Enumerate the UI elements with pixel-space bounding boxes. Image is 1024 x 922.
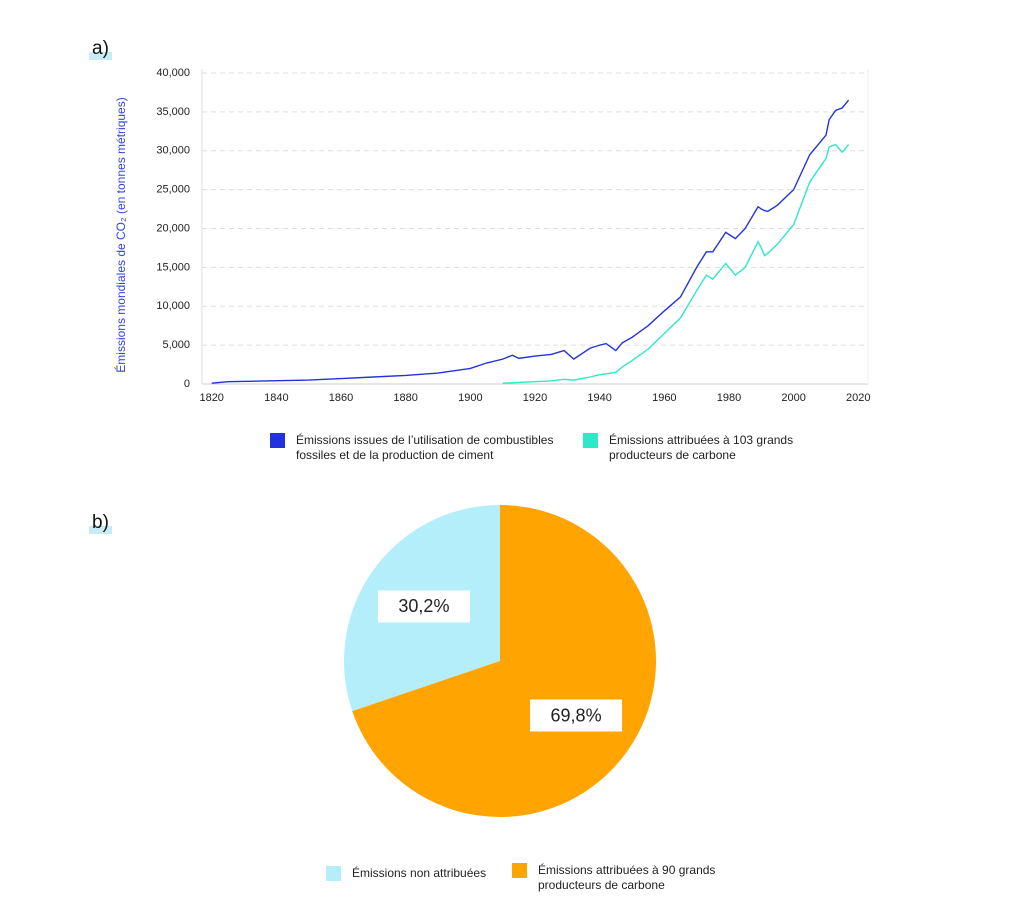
legend-item: Émissions non attribuées [326,866,502,881]
x-tick-label: 1920 [523,392,547,404]
legend-item: Émissions attribuées à 90 grands product… [512,863,738,893]
y-tick-label: 0 [184,378,190,390]
x-tick-label: 1980 [717,392,741,404]
label-box [530,699,623,732]
pie-slice [352,505,656,817]
x-tick-label: 1960 [652,392,676,404]
value-label: 69,8% [551,705,602,725]
y-tick-label: 35,000 [156,106,190,118]
legend-swatch [583,433,598,448]
y-tick-label: 25,000 [156,184,190,196]
panel-label: b) [89,512,112,534]
x-tick-label: 2020 [846,392,870,404]
x-tick-label: 2000 [781,392,805,404]
label-box [377,590,470,623]
legend-text: Émissions attribuées à 90 grands product… [538,863,716,892]
x-tick-label: 1940 [587,392,611,404]
x-tick-label: 1820 [199,392,223,404]
y-tick-label: 20,000 [156,222,190,234]
legend-text: Émissions issues de l’utilisation de com… [296,433,554,462]
legend-item: Émissions issues de l’utilisation de com… [270,433,571,463]
y-axis-label: Émissions mondiales de CO₂ (en tonnes mé… [113,97,128,372]
panel-label: a) [89,38,112,60]
y-tick-label: 10,000 [156,300,190,312]
legend-text: Émissions non attribuées [352,866,487,880]
legend-swatch [270,433,285,448]
x-tick-label: 1860 [329,392,353,404]
data-line [502,143,850,384]
legend-text: Émissions attribuées à 103 grands produc… [609,433,794,462]
x-tick-label: 1840 [264,392,288,404]
legend-swatch [512,863,527,878]
data-line [211,99,850,384]
x-tick-label: 1880 [393,392,417,404]
panel-label-text: a) [92,38,109,59]
value-label: 30,2% [398,596,449,616]
legend-swatch [326,866,341,881]
y-tick-label: 15,000 [156,261,190,273]
x-tick-label: 1900 [458,392,482,404]
y-tick-label: 40,000 [156,67,190,79]
y-tick-label: 5,000 [162,339,190,351]
y-tick-label: 30,000 [156,145,190,157]
panel-label-text: b) [92,512,109,533]
legend-item: Émissions attribuées à 103 grands produc… [583,433,809,463]
